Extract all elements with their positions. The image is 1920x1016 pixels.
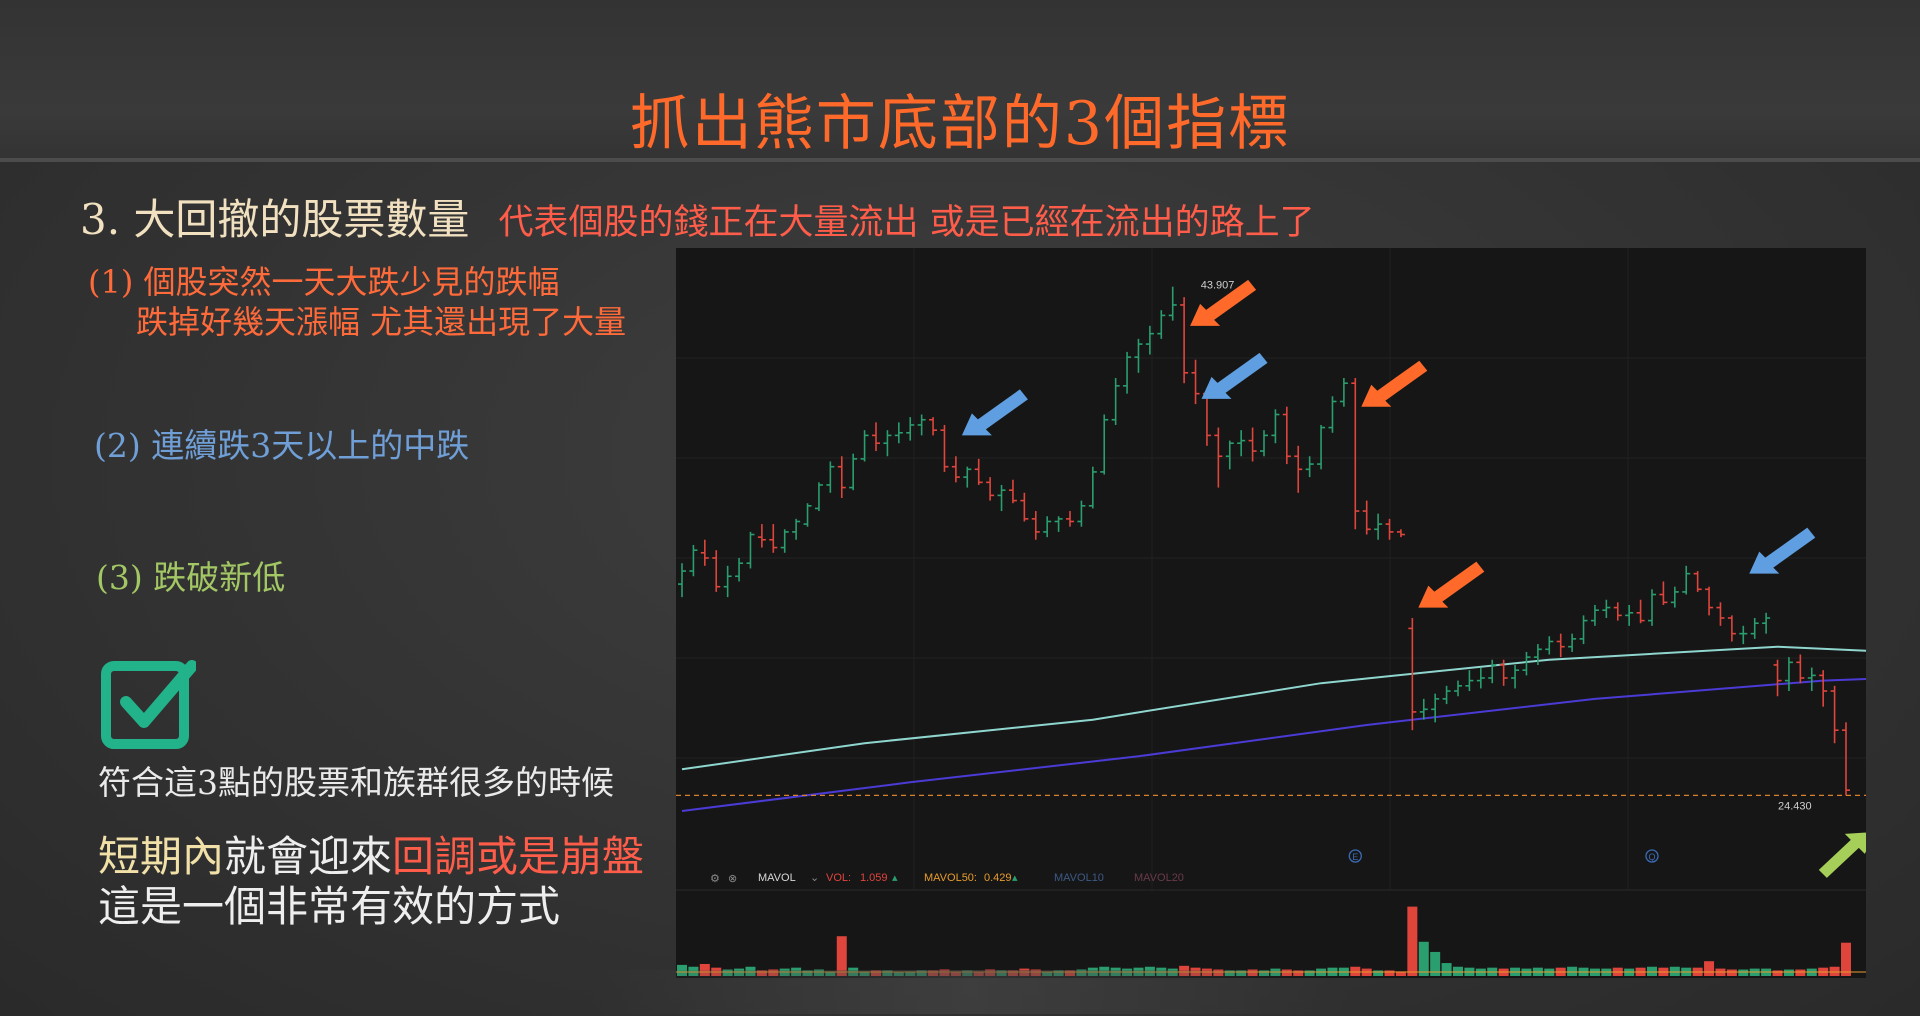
volume-bar <box>1738 969 1749 976</box>
volume-bar <box>1430 951 1441 976</box>
conclusion-line-2: 這是一個非常有效的方式 <box>98 882 561 931</box>
point-1-line-2: 跌掉好幾天漲幅 尤其還出現了大量 <box>136 303 627 341</box>
price-max-label: 43.907 <box>1201 280 1235 292</box>
annotation-arrows <box>961 279 1866 878</box>
volume-bar <box>1350 966 1361 976</box>
indicator-name: MAVOL <box>758 872 796 884</box>
point-2: (2) 連續跌3天以上的中跌 <box>94 426 470 465</box>
volume-bar <box>1567 966 1578 976</box>
heading-row: 3. 大回撤的股票數量 代表個股的錢正在大量流出 或是已經在流出的路上了 <box>80 194 1315 246</box>
volume-bar <box>1453 966 1463 976</box>
event-marker <box>1645 849 1659 863</box>
mavol20-label: MAVOL20 <box>1134 872 1184 884</box>
title-divider <box>0 158 1920 162</box>
volume-bar <box>699 963 710 976</box>
volume-bar <box>1647 966 1657 976</box>
indicator-bar: ⚙ ⊗ MAVOL ⌄ VOL: 1.059 ▴ MAVOL50: 0.429 … <box>710 872 1184 885</box>
arrow-green-icon <box>1818 832 1866 878</box>
volume-bar <box>1407 906 1418 976</box>
price-min-label: 24.430 <box>1778 800 1812 812</box>
conclusion-part-3: 回調或是崩盤 <box>392 832 645 881</box>
ma-line-teal <box>681 645 1866 771</box>
slide-title: 抓出熊市底部的3個指標 <box>629 89 1291 159</box>
volume-bar <box>1795 969 1806 976</box>
close-icon[interactable]: ⊗ <box>728 873 737 885</box>
mavol50-value: 0.429 <box>984 872 1012 884</box>
volume-bar <box>1726 969 1737 976</box>
point-3: (3) 跌破新低 <box>96 558 286 597</box>
conclusion-part-2: 就會迎來 <box>224 832 393 881</box>
chart-grid <box>676 248 1866 890</box>
volume-bar <box>836 936 847 976</box>
point-1: (1) 個股突然一天大跌少見的跌幅 <box>88 263 560 301</box>
volume-bar <box>1841 942 1851 976</box>
volume-bar <box>1829 966 1840 976</box>
event-marker-label: E <box>1352 852 1358 862</box>
arrow-orange-icon <box>1190 279 1257 326</box>
mavol10-label: MAVOL10 <box>1054 872 1104 884</box>
conclusion-part-1: 短期內 <box>98 832 225 881</box>
arrow-blue-icon <box>1201 352 1268 399</box>
chart-background <box>676 248 1866 978</box>
volume-bar <box>1669 966 1680 976</box>
arrow-blue-icon <box>1749 527 1816 574</box>
volume-bar <box>1384 970 1395 976</box>
volume-bar <box>1418 941 1429 976</box>
checkbox-checked-icon <box>101 660 196 749</box>
volume-bar <box>1772 970 1783 976</box>
arrow-orange-icon <box>1418 561 1485 608</box>
event-marker-label: Q <box>1648 852 1655 862</box>
settings-icon[interactable]: ⚙ <box>710 873 720 885</box>
summary-text: 符合這3點的股票和族群很多的時候 <box>98 763 614 802</box>
conclusion-line-1: 短期內就會迎來回調或是崩盤 <box>98 832 644 882</box>
volume-bar <box>1441 963 1452 976</box>
mavol50-up-icon: ▴ <box>1012 872 1018 884</box>
volume-bar <box>1783 969 1794 976</box>
event-marker <box>1348 849 1362 863</box>
candlestick-series <box>678 286 1850 796</box>
arrow-blue-icon <box>961 389 1028 436</box>
vol-label: VOL: <box>826 872 851 884</box>
vol-value: 1.059 <box>860 872 888 884</box>
mavol50-label: MAVOL50: <box>924 872 977 884</box>
arrow-orange-icon <box>1361 360 1428 407</box>
section-description: 代表個股的錢正在大量流出 或是已經在流出的路上了 <box>498 203 1315 243</box>
volume-bar <box>1395 971 1406 976</box>
title-band <box>0 0 1920 160</box>
section-heading: 3. 大回撤的股票數量 <box>80 195 470 244</box>
volume-bar <box>1373 970 1384 976</box>
indicator-dropdown-icon[interactable]: ⌄ <box>810 872 819 884</box>
caption-ghost <box>590 970 1350 1014</box>
vol-up-icon: ▴ <box>892 872 898 884</box>
volume-bar <box>1704 961 1715 976</box>
